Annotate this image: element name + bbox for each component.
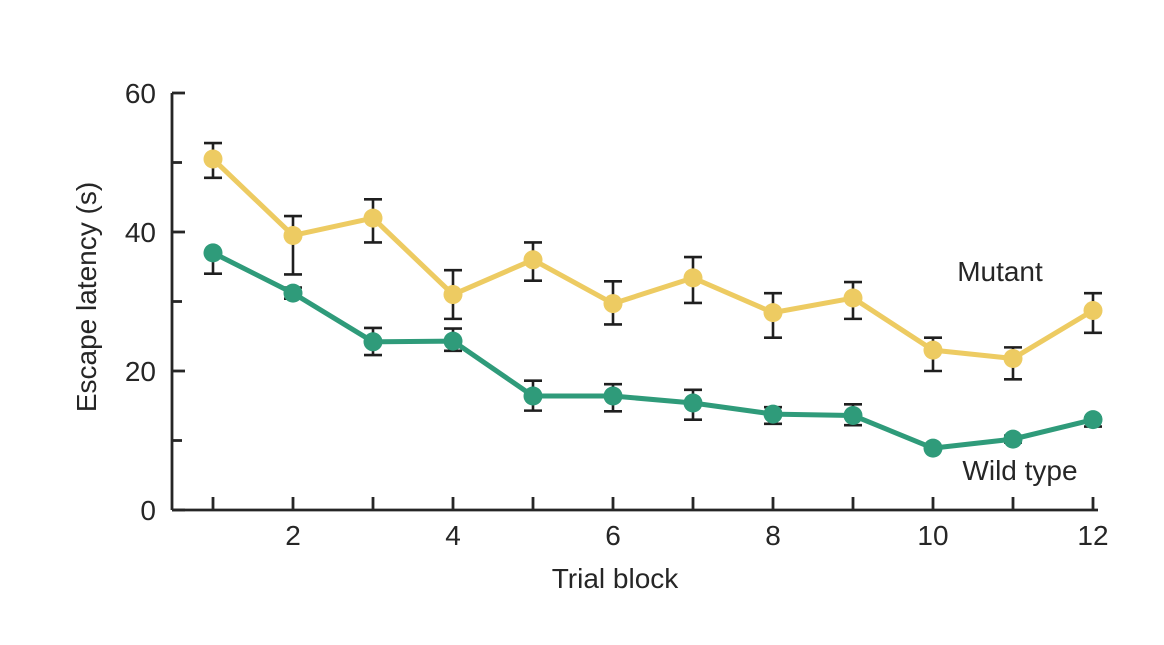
x-tick-label-2: 2 bbox=[285, 520, 301, 551]
x-tick-label-12: 12 bbox=[1077, 520, 1108, 551]
data-point-wild-type-6 bbox=[603, 386, 623, 406]
data-point-wild-type-3 bbox=[363, 332, 383, 352]
x-tick-label-8: 8 bbox=[765, 520, 781, 551]
series-label-mutant: Mutant bbox=[957, 256, 1043, 287]
y-axis-title: Escape latency (s) bbox=[71, 182, 102, 412]
data-point-wild-type-1 bbox=[203, 243, 223, 263]
x-tick-label-4: 4 bbox=[445, 520, 461, 551]
data-point-mutant-10 bbox=[923, 340, 943, 360]
data-point-mutant-11 bbox=[1003, 348, 1023, 368]
x-axis-title: Trial block bbox=[552, 563, 680, 594]
data-point-wild-type-11 bbox=[1003, 429, 1023, 449]
y-tick-label-20: 20 bbox=[125, 356, 156, 387]
data-point-mutant-7 bbox=[683, 268, 703, 288]
data-point-mutant-3 bbox=[363, 208, 383, 228]
data-point-mutant-9 bbox=[843, 288, 863, 308]
y-tick-label-60: 60 bbox=[125, 78, 156, 109]
data-point-mutant-8 bbox=[763, 303, 783, 323]
x-tick-label-10: 10 bbox=[917, 520, 948, 551]
data-point-wild-type-12 bbox=[1083, 410, 1103, 430]
data-point-wild-type-2 bbox=[283, 283, 303, 303]
data-point-mutant-4 bbox=[443, 285, 463, 305]
data-point-wild-type-9 bbox=[843, 405, 863, 425]
x-tick-label-6: 6 bbox=[605, 520, 621, 551]
y-tick-label-40: 40 bbox=[125, 217, 156, 248]
data-point-wild-type-5 bbox=[523, 386, 543, 406]
data-point-wild-type-7 bbox=[683, 393, 703, 413]
data-point-mutant-2 bbox=[283, 225, 303, 245]
data-point-wild-type-8 bbox=[763, 404, 783, 424]
wild-type-line bbox=[210, 250, 1096, 451]
data-point-wild-type-4 bbox=[443, 331, 463, 351]
data-point-mutant-5 bbox=[523, 250, 543, 270]
mutant-line bbox=[210, 156, 1096, 361]
series-label-wild-type: Wild type bbox=[962, 455, 1077, 486]
data-point-wild-type-10 bbox=[923, 438, 943, 458]
plot-layer: 0 20 40 60 2 4 6 8 10 12 bbox=[125, 78, 1109, 551]
data-point-mutant-12 bbox=[1083, 301, 1103, 321]
data-point-mutant-1 bbox=[203, 149, 223, 169]
y-tick-label-0: 0 bbox=[140, 495, 156, 526]
data-point-mutant-6 bbox=[603, 294, 623, 314]
